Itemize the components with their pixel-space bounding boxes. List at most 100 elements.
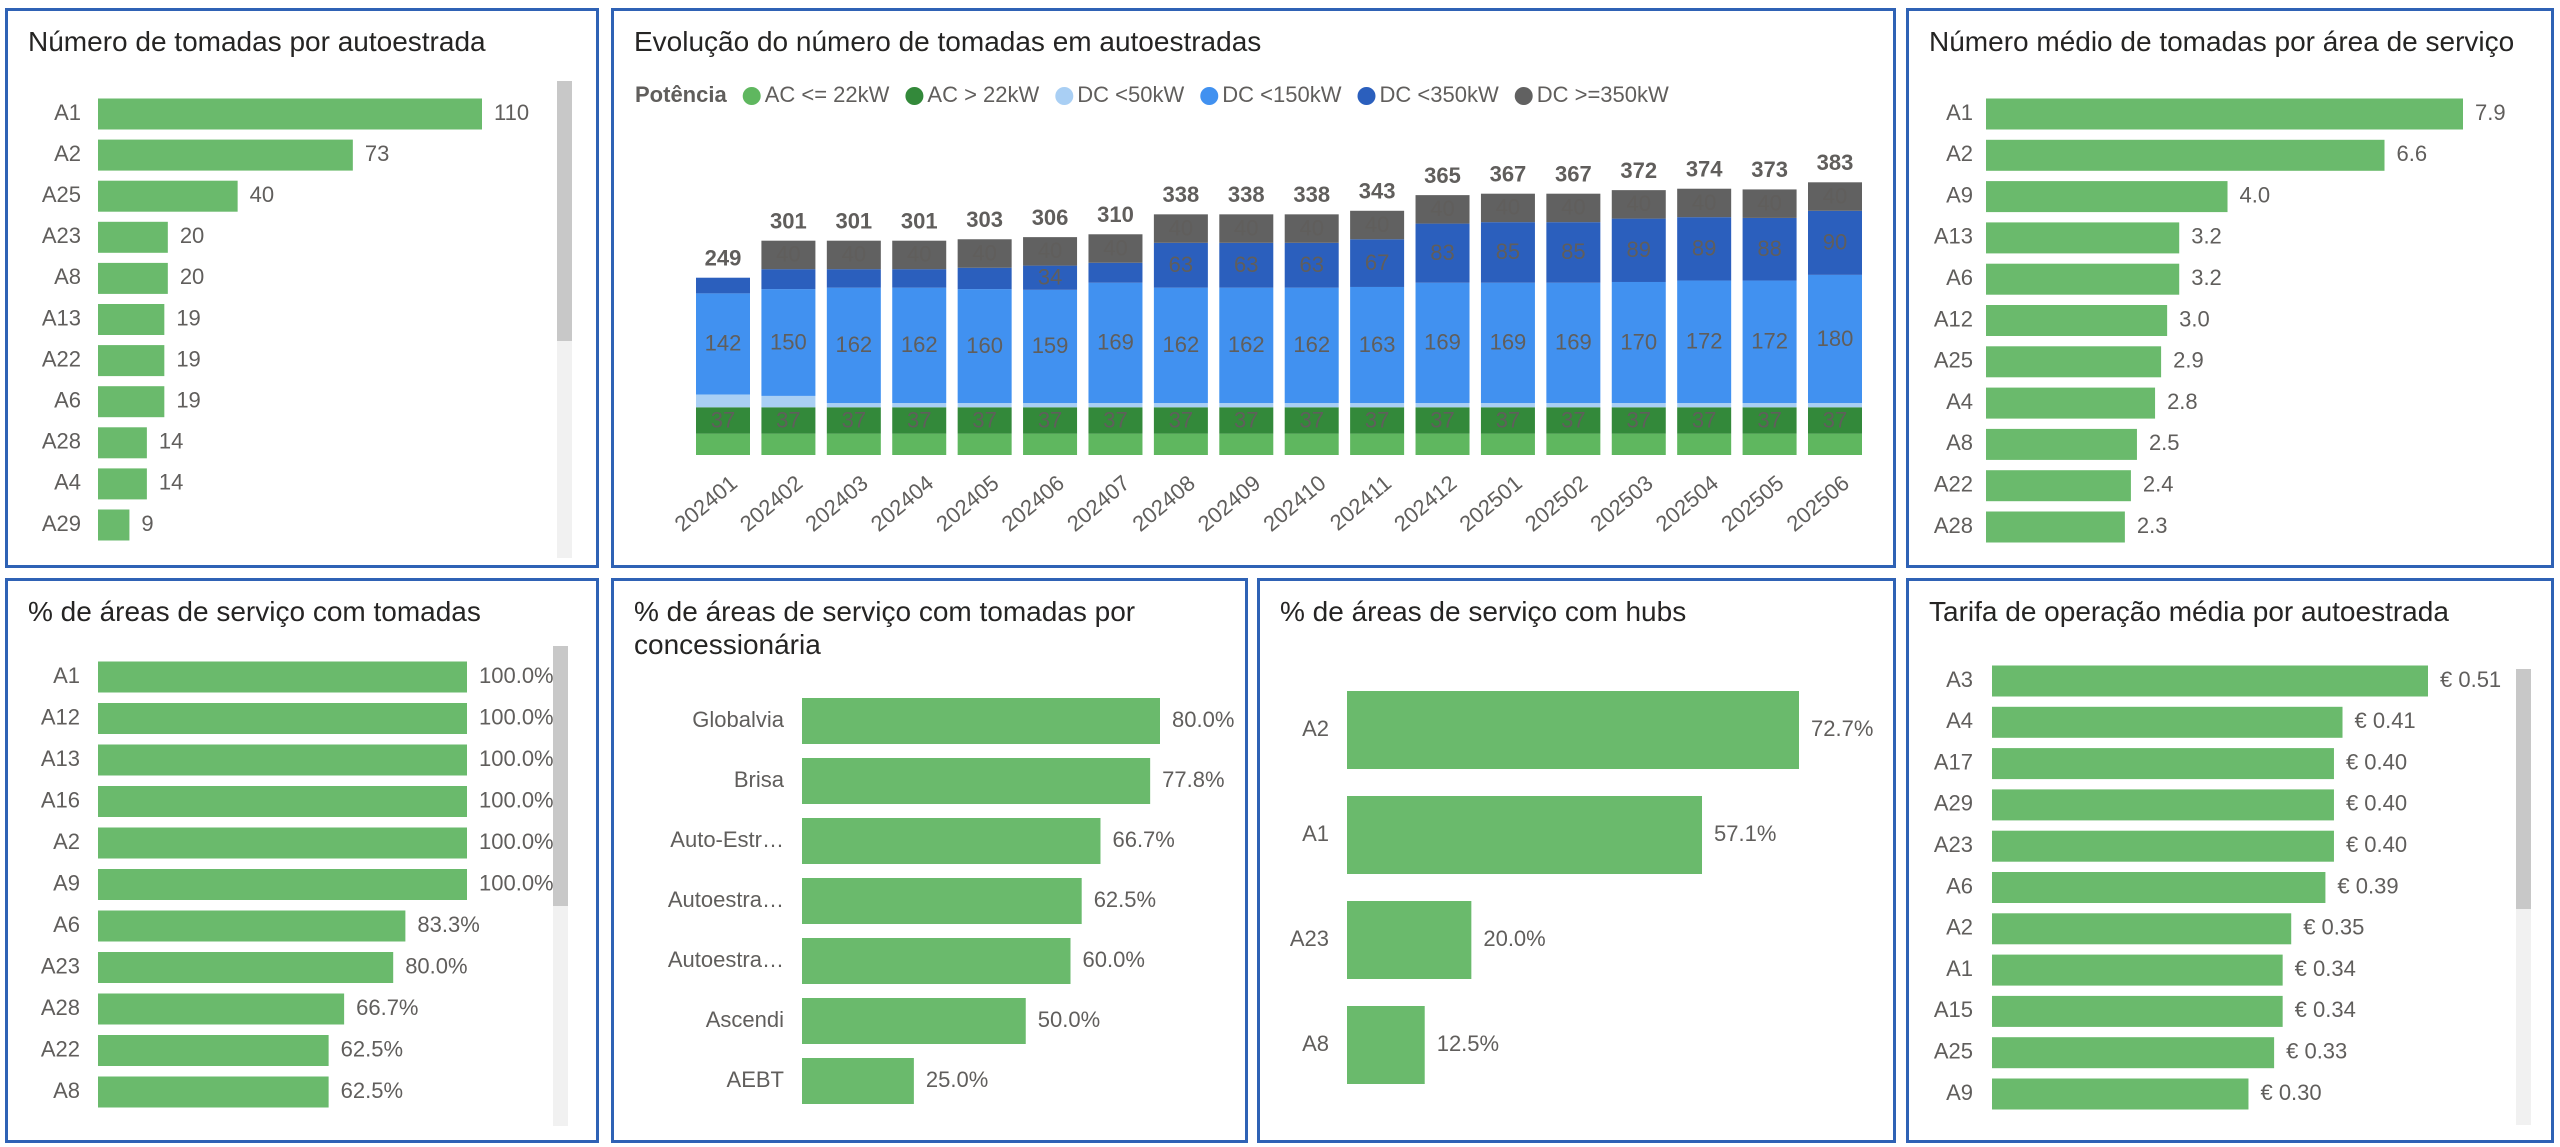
bar: [802, 998, 1026, 1044]
value-label: 83.3%: [417, 912, 479, 937]
panel: A3 € 0.51 A4 € 0.41 A17 € 0.40 A29 € 0.40 A23 € 0…: [1906, 578, 2554, 1143]
bar: [1347, 691, 1799, 769]
bar: [1986, 387, 2156, 419]
segment-label: 170: [1620, 329, 1657, 354]
segment-label: 34: [1038, 265, 1062, 290]
total-label: 343: [1359, 179, 1396, 204]
bar-segment: [1350, 403, 1405, 408]
total-label: 372: [1620, 158, 1657, 183]
bar-segment: [1219, 214, 1274, 243]
bar-segment: [1415, 407, 1470, 434]
bar-segment: [1153, 407, 1208, 434]
segment-label: 40: [1757, 190, 1781, 215]
bar: [98, 386, 165, 418]
bar: [98, 427, 147, 459]
value-label: 14: [159, 429, 183, 454]
chart-title: Número médio de tomadas por área de serv…: [1929, 26, 2515, 57]
category-label: A13: [41, 746, 80, 771]
value-label: € 0.34: [2295, 956, 2356, 981]
chart: Potência AC <= 22kW AC > 22kW DC <50kW DC <1…: [635, 82, 1862, 536]
bar-segment: [957, 403, 1012, 408]
bar: [1986, 263, 2180, 295]
bar: [802, 1058, 914, 1104]
value-label: € 0.40: [2346, 791, 2407, 816]
segment-label: 37: [1692, 407, 1716, 432]
chart-title: Número de tomadas por autoestrada: [28, 26, 486, 57]
segment-label: 162: [901, 332, 938, 357]
x-tick-label: 202506: [1782, 470, 1854, 536]
panel: A2 72.7% A1 57.1% A23 20.0% A8 12.5% % de áreas …: [1257, 578, 1896, 1143]
bar-segment: [1415, 223, 1470, 283]
panel: Globalvia 80.0% Brisa 77.8% Auto-Estr… 66.7% A…: [611, 578, 1248, 1143]
legend-label: AC > 22kW: [927, 82, 1039, 107]
bar: [98, 468, 147, 500]
segment-label: 37: [776, 407, 800, 432]
chart: A3 € 0.51 A4 € 0.41 A17 € 0.40 A29 € 0.40 A23 € 0…: [1934, 665, 2531, 1125]
bar-segment: [892, 240, 947, 270]
total-label: 301: [770, 209, 807, 234]
value-label: 62.5%: [1094, 887, 1156, 912]
value-label: 66.7%: [1112, 827, 1174, 852]
total-label: 306: [1032, 205, 1069, 230]
segment-label: 37: [842, 407, 866, 432]
bar-segment: [1284, 403, 1339, 408]
value-label: 19: [176, 346, 200, 371]
category-label: AEBT: [727, 1067, 784, 1092]
x-tick-label: 202410: [1258, 470, 1330, 536]
segment-label: 37: [907, 407, 931, 432]
chart-title: % de áreas de serviço com hubs: [1280, 596, 1687, 627]
bar-segment: [1023, 265, 1078, 290]
value-label: € 0.41: [2355, 708, 2416, 733]
bar: [802, 938, 1071, 984]
bar-segment: [1153, 403, 1208, 408]
category-label: A28: [1934, 513, 1973, 538]
bar-segment: [1415, 282, 1470, 404]
segment-label: 169: [1097, 330, 1134, 355]
bar-segment: [1415, 403, 1470, 408]
bar: [98, 744, 467, 776]
bar-segment: [1219, 433, 1274, 455]
segment-label: 37: [972, 407, 996, 432]
category-label: A29: [1934, 791, 1973, 816]
bar: [98, 139, 353, 171]
bar: [1986, 511, 2125, 543]
segment-label: 37: [1365, 407, 1389, 432]
legend-label: DC >=350kW: [1537, 82, 1669, 107]
value-label: 20: [180, 223, 204, 248]
category-label: A4: [1946, 389, 1973, 414]
total-label: 367: [1555, 162, 1592, 187]
category-label: A6: [1946, 873, 1973, 898]
value-label: 7.9: [2475, 100, 2506, 125]
bar: [98, 221, 168, 253]
bar-segment: [826, 287, 881, 404]
category-label: A2: [53, 829, 80, 854]
legend-label: DC <50kW: [1077, 82, 1184, 107]
bar-segment: [1350, 210, 1405, 240]
total-label: 338: [1163, 182, 1200, 207]
bar-segment: [1219, 407, 1274, 434]
category-label: A1: [1946, 956, 1973, 981]
bar-segment: [1153, 214, 1208, 243]
bar-segment: [761, 433, 816, 455]
bar-segment: [826, 269, 881, 288]
bar-segment: [1677, 433, 1732, 455]
legend-marker: [1200, 87, 1219, 105]
bar-segment: [696, 394, 750, 408]
bar-segment: [1023, 237, 1078, 266]
value-label: 73: [365, 141, 389, 166]
category-label: A9: [1946, 1080, 1973, 1105]
segment-label: 160: [966, 333, 1003, 358]
segment-label: 37: [1038, 407, 1062, 432]
bar-segment: [761, 269, 816, 290]
value-label: 12.5%: [1437, 1031, 1499, 1056]
bar: [1986, 305, 2168, 336]
segment-label: 172: [1686, 329, 1723, 354]
x-tick-label: 202412: [1389, 470, 1461, 536]
bar-segment: [892, 433, 947, 455]
category-label: A12: [1934, 306, 1973, 331]
value-label: 80.0%: [1172, 707, 1234, 732]
segment-label: 37: [1234, 407, 1258, 432]
category-label: A9: [1946, 182, 1973, 207]
category-label: A28: [41, 995, 80, 1020]
